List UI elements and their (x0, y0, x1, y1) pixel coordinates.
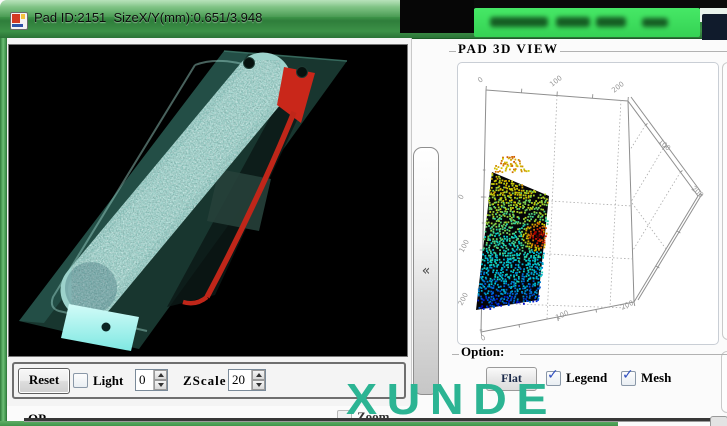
view-controls-groupbox (12, 362, 406, 399)
light-spinner[interactable]: 0 (135, 369, 168, 391)
svg-text:100: 100 (548, 74, 563, 89)
window-frame-left (0, 38, 7, 426)
window-title: Pad ID:2151 SizeX/Y(mm):0.651/3.948 (34, 10, 263, 25)
reset-button[interactable]: Reset (18, 368, 70, 394)
window-frame-bottom (0, 421, 618, 426)
board-hole (296, 66, 308, 78)
red-overlay (182, 67, 315, 306)
zscale-spinner[interactable]: 20 (228, 369, 266, 391)
light-checkbox[interactable] (73, 373, 88, 388)
zscale-spin-up-button[interactable] (252, 370, 265, 380)
clipped-right-panel (721, 351, 727, 413)
board-slot (207, 169, 271, 231)
background-window-edge (24, 418, 727, 422)
svg-text:200: 200 (619, 299, 635, 312)
svg-text:200: 200 (457, 291, 470, 307)
mesh-label: Mesh (641, 370, 672, 385)
chevron-left-double-icon: « (421, 263, 431, 279)
pad-3d-plot-panel[interactable]: 0 100 200 0 100 200 0 100 200 100 200 (457, 62, 719, 345)
collapse-splitter-button[interactable]: « (413, 147, 439, 395)
groupbox-border (560, 51, 727, 52)
legend-label: Legend (566, 370, 608, 385)
light-spin-down-button[interactable] (154, 380, 167, 390)
pad-photo-3d-render (19, 50, 348, 351)
legend-checkbox[interactable]: ✓ (546, 367, 561, 386)
svg-text:200: 200 (610, 80, 625, 95)
solder-paste-deposit (60, 52, 292, 319)
background-window-fragment (474, 0, 727, 9)
svg-text:0: 0 (457, 193, 466, 201)
pad-image-view[interactable] (8, 44, 408, 357)
light-spin-up-button[interactable] (154, 370, 167, 380)
zscale-spinner-value[interactable]: 20 (232, 372, 245, 387)
svg-text:200: 200 (690, 185, 705, 200)
clipped-right-panel (722, 62, 727, 340)
groupbox-border (449, 51, 456, 52)
groupbox-border (452, 354, 459, 355)
board-hole (243, 57, 255, 69)
light-label: Light (93, 373, 124, 388)
legend-check-glyph: ✓ (547, 367, 559, 383)
option-group-title: Option: (461, 344, 505, 359)
flat-button[interactable]: Flat (486, 367, 537, 391)
zscale-spin-down-button[interactable] (252, 380, 265, 390)
mesh-checkbox[interactable]: ✓ (621, 367, 636, 386)
light-spinner-value[interactable]: 0 (139, 372, 146, 387)
app-icon (10, 12, 28, 30)
svg-text:0: 0 (476, 76, 484, 85)
background-window-fragment (710, 416, 727, 426)
background-window-fragment (702, 14, 727, 40)
pad-3d-view-title: PAD 3D VIEW (458, 41, 559, 56)
groupbox-border (520, 354, 727, 355)
svg-text:0: 0 (479, 334, 486, 343)
zscale-label: ZScale (183, 373, 227, 388)
background-window-fragment (400, 0, 474, 33)
background-window-titlebar-blurred (474, 8, 700, 37)
cyan-pad-block (61, 304, 139, 351)
svg-text:100: 100 (458, 238, 471, 254)
mesh-check-glyph: ✓ (622, 367, 634, 383)
svg-text:100: 100 (554, 309, 570, 322)
